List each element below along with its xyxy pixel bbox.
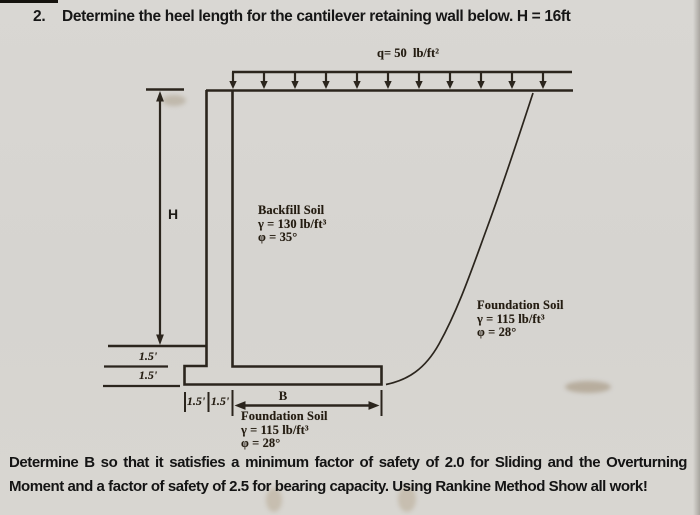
footer-paragraph: Determine B so that it satisfies a minim…	[9, 451, 687, 499]
footer-line-1: Determine B so that it satisfies a minim…	[9, 454, 687, 471]
scan-artifact-top-edge	[0, 0, 58, 3]
soil-name: Foundation Soil	[241, 409, 328, 423]
soil-friction-angle: φ = 35°	[258, 230, 298, 245]
wall-footing-outline	[183, 90, 383, 386]
scan-smudge	[565, 381, 611, 393]
dim-toe-width-label: 1.5'	[186, 394, 206, 408]
soil-unit-weight: γ = 115 lb/ft³	[477, 311, 545, 326]
scan-smudge	[162, 95, 186, 106]
soil-name: Foundation Soil	[477, 298, 564, 312]
diagram-lines	[103, 70, 573, 388]
footing-dimension-ticks	[184, 390, 383, 416]
footer-line-2: Moment and a factor of safety of 2.5 for…	[9, 478, 648, 495]
soil-unit-weight: γ = 130 lb/ft³	[258, 216, 327, 231]
soil-friction-angle: φ = 28°	[241, 436, 281, 451]
heel-length-label: B	[278, 388, 288, 403]
backfill-soil-label: Backfill Soil γ = 130 lb/ft³ φ = 35°	[258, 203, 327, 245]
soil-friction-angle: φ = 28°	[477, 325, 517, 340]
dim-embedment-upper-label: 1.5'	[138, 349, 158, 363]
excavation-curve	[385, 92, 534, 386]
soil-name: Backfill Soil	[258, 203, 325, 217]
problem-number: 2.	[33, 8, 46, 25]
dim-stem-thickness-label: 1.5'	[210, 394, 230, 408]
height-dimension	[156, 91, 164, 345]
scan-smudge	[398, 486, 416, 512]
soil-unit-weight: γ = 115 lb/ft³	[241, 422, 309, 437]
dim-embedment-lower-label: 1.5'	[138, 368, 158, 382]
wall-height-label: H	[168, 206, 179, 222]
scan-artifact-right-edge	[693, 0, 700, 515]
problem-title: Determine the heel length for the cantil…	[62, 8, 571, 25]
surcharge-arrows	[228, 70, 548, 91]
scan-smudge	[266, 488, 282, 512]
heel-dimension-arrow	[234, 401, 380, 410]
foundation-soil-bottom-label: Foundation Soil γ = 115 lb/ft³ φ = 28°	[241, 409, 328, 451]
surcharge-load-label: q= 50 lb/ft²	[377, 46, 439, 60]
foundation-soil-right-label: Foundation Soil γ = 115 lb/ft³ φ = 28°	[477, 298, 564, 340]
